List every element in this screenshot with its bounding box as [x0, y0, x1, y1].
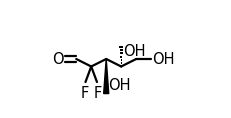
Text: OH: OH: [151, 51, 173, 67]
Text: F: F: [93, 86, 101, 101]
Text: F: F: [80, 86, 89, 101]
Polygon shape: [103, 59, 108, 94]
Text: OH: OH: [122, 44, 145, 59]
Text: O: O: [52, 51, 64, 67]
Text: OH: OH: [107, 78, 130, 93]
